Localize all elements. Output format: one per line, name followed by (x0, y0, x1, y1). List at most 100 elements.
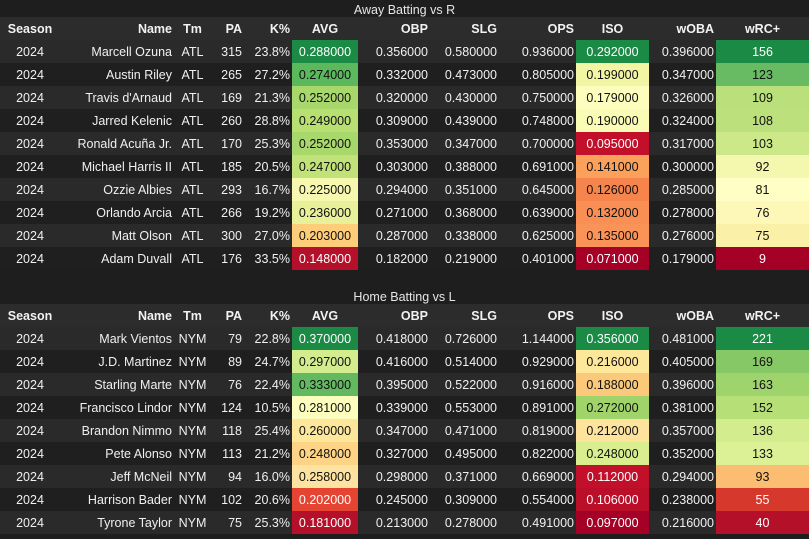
cell-woba: 0.179000 (649, 247, 716, 270)
cell-iso: 0.095000 (576, 132, 649, 155)
cell-avg: 0.249000 (292, 109, 358, 132)
cell-woba: 0.216000 (649, 511, 716, 534)
cell-season: 2024 (0, 155, 60, 178)
cell-wrc: 109 (716, 86, 809, 109)
cell-obp: 0.294000 (358, 178, 430, 201)
cell-iso: 0.190000 (576, 109, 649, 132)
cell-ops: 0.929000 (499, 350, 576, 373)
cell-ops: 0.625000 (499, 224, 576, 247)
column-header: K% (244, 304, 292, 327)
table-row: 2024 Jeff McNeil NYM 94 16.0% 0.258000 0.29800… (0, 465, 809, 488)
cell-slg: 0.473000 (430, 63, 499, 86)
cell-slg: 0.495000 (430, 442, 499, 465)
cell-slg: 0.522000 (430, 373, 499, 396)
cell-woba: 0.405000 (649, 350, 716, 373)
table-row: 2024 Matt Olson ATL 300 27.0% 0.203000 0.28700… (0, 224, 809, 247)
cell-name: Austin Riley (60, 63, 174, 86)
cell-pa: 124 (211, 396, 244, 419)
cell-iso: 0.097000 (576, 511, 649, 534)
cell-season: 2024 (0, 178, 60, 201)
cell-k: 22.8% (244, 327, 292, 350)
cell-name: Starling Marte (60, 373, 174, 396)
cell-slg: 0.309000 (430, 488, 499, 511)
away-batting-table: Season Name Tm PA K% AVG OBP SLG OPS ISO wOBA wRC+ … (0, 17, 809, 270)
column-header: wRC+ (716, 304, 809, 327)
cell-iso: 0.188000 (576, 373, 649, 396)
cell-wrc: 221 (716, 327, 809, 350)
cell-avg: 0.203000 (292, 224, 358, 247)
cell-name: Pete Alonso (60, 442, 174, 465)
cell-obp: 0.303000 (358, 155, 430, 178)
cell-season: 2024 (0, 40, 60, 63)
cell-ops: 0.645000 (499, 178, 576, 201)
cell-avg: 0.288000 (292, 40, 358, 63)
cell-tm: NYM (174, 327, 211, 350)
cell-iso: 0.199000 (576, 63, 649, 86)
cell-woba: 0.396000 (649, 373, 716, 396)
cell-avg: 0.260000 (292, 419, 358, 442)
cell-season: 2024 (0, 419, 60, 442)
cell-name: Ronald Acuña Jr. (60, 132, 174, 155)
cell-avg: 0.370000 (292, 327, 358, 350)
cell-tm: NYM (174, 511, 211, 534)
cell-obp: 0.347000 (358, 419, 430, 442)
table-row: 2024 Jarred Kelenic ATL 260 28.8% 0.249000 0.3… (0, 109, 809, 132)
cell-iso: 0.216000 (576, 350, 649, 373)
cell-k: 21.2% (244, 442, 292, 465)
cell-tm: NYM (174, 350, 211, 373)
table-title: Home Batting vs L (353, 290, 456, 304)
cell-wrc: 156 (716, 40, 809, 63)
cell-name: Francisco Lindor (60, 396, 174, 419)
cell-name: Tyrone Taylor (60, 511, 174, 534)
cell-obp: 0.245000 (358, 488, 430, 511)
table-title: Away Batting vs R (353, 3, 456, 17)
cell-ops: 0.491000 (499, 511, 576, 534)
cell-tm: NYM (174, 396, 211, 419)
table-row: 2024 Ronald Acuña Jr. ATL 170 25.3% 0.252000 0… (0, 132, 809, 155)
cell-iso: 0.071000 (576, 247, 649, 270)
column-header: Tm (174, 17, 211, 40)
cell-wrc: 103 (716, 132, 809, 155)
cell-slg: 0.388000 (430, 155, 499, 178)
cell-pa: 260 (211, 109, 244, 132)
cell-obp: 0.287000 (358, 224, 430, 247)
cell-name: Matt Olson (60, 224, 174, 247)
cell-wrc: 75 (716, 224, 809, 247)
cell-tm: NYM (174, 442, 211, 465)
cell-iso: 0.126000 (576, 178, 649, 201)
cell-iso: 0.141000 (576, 155, 649, 178)
cell-woba: 0.294000 (649, 465, 716, 488)
cell-woba: 0.396000 (649, 40, 716, 63)
column-header: wOBA (649, 304, 716, 327)
cell-pa: 89 (211, 350, 244, 373)
cell-wrc: 108 (716, 109, 809, 132)
cell-iso: 0.272000 (576, 396, 649, 419)
cell-season: 2024 (0, 442, 60, 465)
table-row: 2024 Mark Vientos NYM 79 22.8% 0.370000 0.4180… (0, 327, 809, 350)
cell-tm: ATL (174, 63, 211, 86)
cell-k: 25.3% (244, 511, 292, 534)
cell-pa: 176 (211, 247, 244, 270)
cell-wrc: 136 (716, 419, 809, 442)
cell-ops: 0.639000 (499, 201, 576, 224)
cell-wrc: 92 (716, 155, 809, 178)
table-row: 2024 Austin Riley ATL 265 27.2% 0.274000 0.332… (0, 63, 809, 86)
cell-obp: 0.356000 (358, 40, 430, 63)
cell-season: 2024 (0, 373, 60, 396)
cell-avg: 0.333000 (292, 373, 358, 396)
table-row: 2024 Marcell Ozuna ATL 315 23.8% 0.288000 0.35… (0, 40, 809, 63)
table-row: 2024 Travis d'Arnaud ATL 169 21.3% 0.252000 0.… (0, 86, 809, 109)
cell-k: 25.4% (244, 419, 292, 442)
cell-avg: 0.248000 (292, 442, 358, 465)
cell-slg: 0.471000 (430, 419, 499, 442)
column-header: SLG (430, 17, 499, 40)
cell-season: 2024 (0, 132, 60, 155)
cell-slg: 0.278000 (430, 511, 499, 534)
cell-ops: 0.819000 (499, 419, 576, 442)
cell-avg: 0.181000 (292, 511, 358, 534)
cell-name: Travis d'Arnaud (60, 86, 174, 109)
cell-ops: 1.144000 (499, 327, 576, 350)
cell-obp: 0.353000 (358, 132, 430, 155)
cell-tm: ATL (174, 224, 211, 247)
cell-avg: 0.274000 (292, 63, 358, 86)
